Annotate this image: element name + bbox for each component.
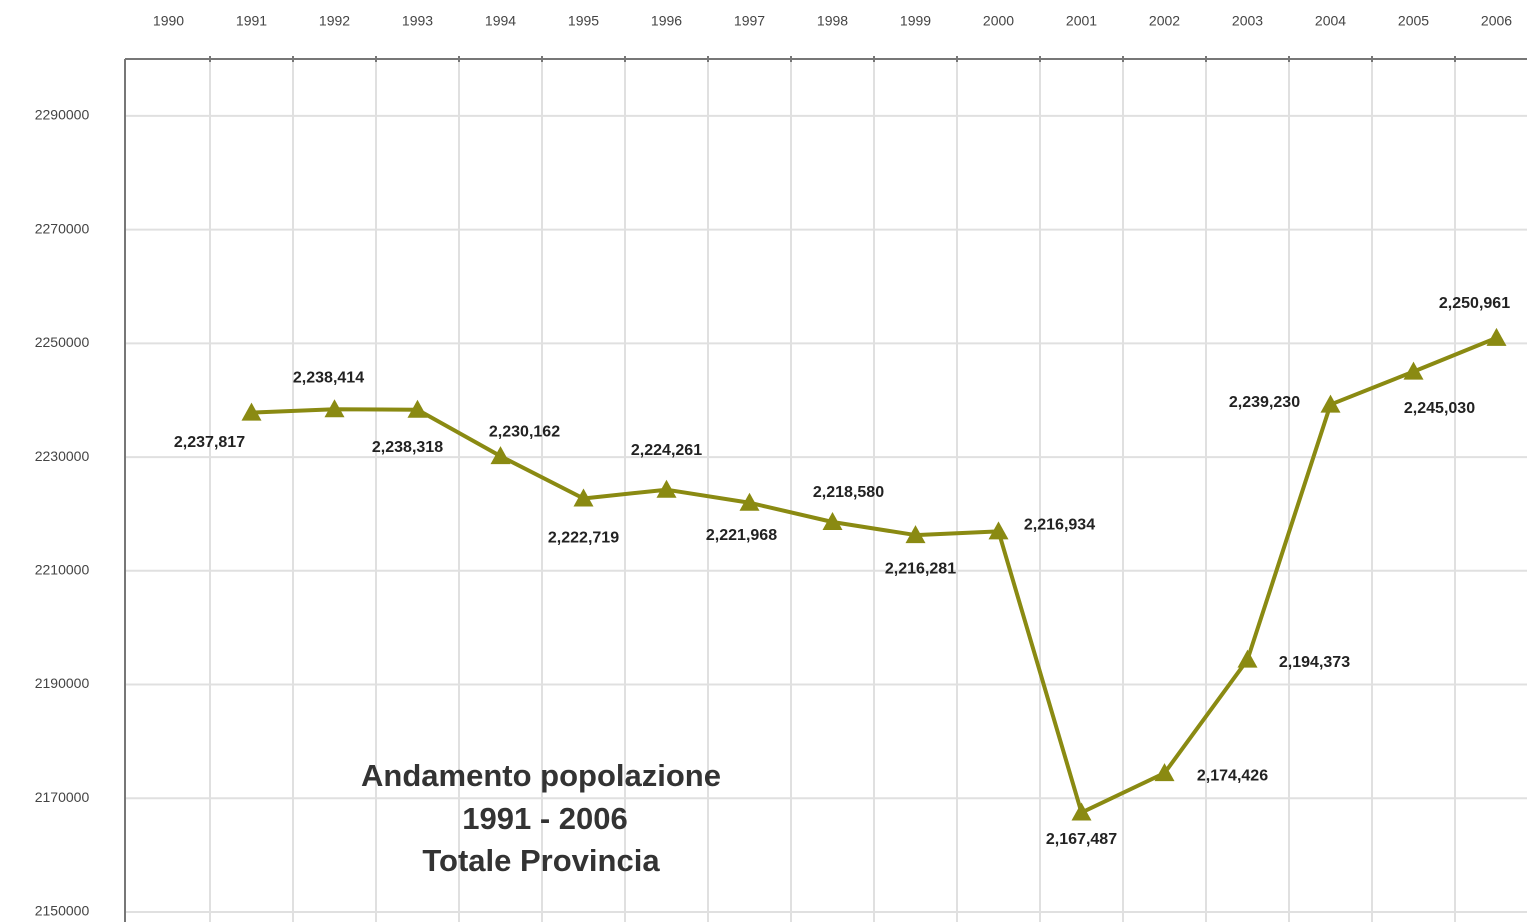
y-tick-label: 2290000 — [35, 107, 90, 123]
data-label: 2,194,373 — [1279, 654, 1350, 671]
data-label: 2,216,281 — [885, 560, 956, 577]
x-tick-label: 2003 — [1232, 13, 1263, 29]
x-tick-label: 1994 — [485, 13, 516, 29]
marker — [905, 525, 926, 544]
line — [251, 336, 1498, 815]
data-label: 2,167,487 — [1046, 831, 1117, 848]
y-tick-label: 2190000 — [35, 675, 90, 691]
chart-title: Andamento popolazione — [361, 758, 721, 793]
x-tick-label: 1991 — [236, 13, 267, 29]
data-label: 2,245,030 — [1404, 400, 1475, 417]
y-tick-label: 2230000 — [35, 448, 90, 464]
x-tick-label: 2000 — [983, 13, 1014, 29]
x-tick-label: 1990 — [153, 13, 184, 29]
marker — [1320, 394, 1341, 413]
data-label: 2,216,934 — [1024, 517, 1095, 534]
data-label: 2,237,817 — [174, 434, 245, 451]
x-tick-label: 2001 — [1066, 13, 1097, 29]
y-tick-label: 2270000 — [35, 220, 90, 236]
x-tick-label: 2006 — [1481, 13, 1512, 29]
y-tick-label: 2170000 — [35, 789, 90, 805]
chart-title: Totale Provincia — [422, 843, 660, 878]
marker — [1071, 802, 1092, 821]
data-label: 2,222,719 — [548, 530, 619, 547]
marker — [988, 521, 1009, 540]
x-tick-label: 2004 — [1315, 13, 1346, 29]
x-tick-label: 1993 — [402, 13, 433, 29]
x-tick-label: 1998 — [817, 13, 848, 29]
x-tick-label: 1996 — [651, 13, 682, 29]
y-tick-label: 2250000 — [35, 334, 90, 350]
marker — [407, 399, 428, 418]
data-label: 2,238,318 — [372, 439, 443, 456]
x-tick-label: 2005 — [1398, 13, 1429, 29]
marker — [573, 488, 594, 507]
data-label: 2,230,162 — [489, 423, 560, 440]
data-label: 2,174,426 — [1197, 767, 1268, 784]
data-label: 2,221,968 — [706, 527, 777, 544]
grid — [125, 59, 1527, 922]
data-label: 2,239,230 — [1229, 394, 1300, 411]
data-label: 2,238,414 — [293, 369, 364, 386]
x-tick-label: 1992 — [319, 13, 350, 29]
marker — [822, 512, 843, 531]
x-tick-label: 1999 — [900, 13, 931, 29]
marker — [241, 402, 262, 421]
marker — [656, 479, 677, 498]
x-tick-label: 1997 — [734, 13, 765, 29]
data-label: 2,250,961 — [1439, 295, 1510, 312]
x-tick-label: 1995 — [568, 13, 599, 29]
y-tick-label: 2210000 — [35, 562, 90, 578]
marker — [1237, 649, 1258, 668]
marker — [739, 492, 760, 511]
chart-title: 1991 - 2006 — [462, 801, 627, 836]
marker — [490, 446, 511, 465]
y-tick-label: 2150000 — [35, 903, 90, 919]
x-tick-label: 2002 — [1149, 13, 1180, 29]
marker — [1154, 763, 1175, 782]
marker — [324, 399, 345, 418]
marker — [1486, 327, 1507, 346]
marker — [1403, 361, 1424, 380]
data-label: 2,218,580 — [813, 484, 884, 501]
data-label: 2,224,261 — [631, 442, 702, 459]
